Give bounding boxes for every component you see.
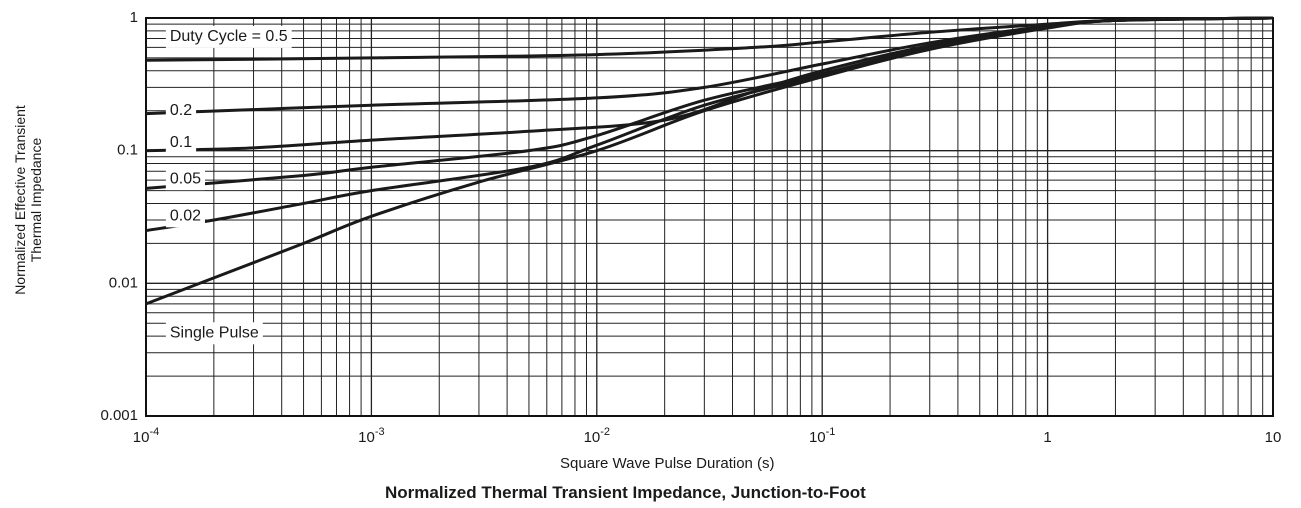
series-group [145, 16, 1274, 306]
y-axis-label-line-2: Thermal Impedance [28, 137, 44, 263]
x-tick-label: 1 [1043, 429, 1051, 446]
curve-label-bg [165, 322, 263, 345]
curve-label-4: 0.02 [170, 208, 201, 225]
y-tick-label: 0.001 [100, 407, 138, 424]
chart-title: Normalized Thermal Transient Impedance, … [385, 483, 866, 502]
x-tick-label: 10-2 [584, 426, 610, 446]
x-tick-label: 10-1 [809, 426, 835, 446]
x-axis-label: Square Wave Pulse Duration (s) [560, 455, 775, 472]
curve-label-bg [165, 99, 197, 122]
curve-label-bg [165, 205, 205, 228]
plot-border [145, 17, 1274, 417]
series-line-2 [145, 16, 1274, 153]
y-tick-label: 1 [130, 9, 138, 26]
plot-frame [145, 17, 1274, 417]
y-tick-label: 0.01 [109, 274, 138, 291]
x-tick-label: 10-4 [133, 426, 159, 446]
curve-labels: Duty Cycle = 0.5 0.2 0.1 0.05 0.02 Single Pul… [165, 25, 292, 345]
curve-label-5: Single Pulse [170, 325, 259, 342]
curve-label-2: 0.1 [170, 134, 192, 151]
curve-label-bg [165, 168, 205, 191]
x-tick-label: 10-3 [358, 426, 384, 446]
grid [145, 18, 1273, 417]
y-axis-label: Normalized Effective Transient Thermal I… [8, 40, 48, 360]
curve-label-1: 0.2 [170, 102, 192, 119]
y-axis-label-line-1: Normalized Effective Transient [12, 105, 28, 295]
x-tick-label: 10 [1265, 429, 1282, 446]
curve-label-bg [165, 25, 292, 48]
series-line-5 [145, 16, 1274, 306]
y-tick-label: 0.1 [117, 142, 138, 159]
curve-label-3: 0.05 [170, 170, 201, 187]
tick-labels: 0.001 0.01 0.1 1 10-4 10-3 10-2 10-1 1 10 [100, 9, 1281, 446]
curve-label-bg [165, 131, 197, 154]
curve-label-0: Duty Cycle = 0.5 [170, 28, 288, 45]
